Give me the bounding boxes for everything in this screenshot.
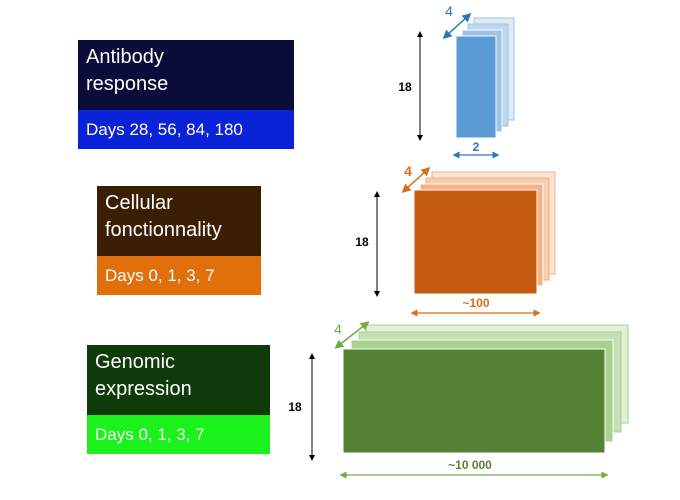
genomic-tensor: 18 ~10 000 4 — [288, 321, 629, 479]
genomic-title: Genomic expression — [87, 345, 270, 415]
antibody-days: Days 28, 56, 84, 180 — [78, 110, 294, 149]
cellular-depth-label: 4 — [404, 163, 412, 179]
cellular-title: Cellular fonctionnality — [97, 186, 261, 256]
antibody-panel: Antibody response Days 28, 56, 84, 180 — [78, 40, 294, 149]
cellular-panel: Cellular fonctionnality Days 0, 1, 3, 7 — [97, 186, 261, 295]
genomic-panel: Genomic expression Days 0, 1, 3, 7 — [87, 345, 270, 454]
cellular-height-label: 18 — [355, 235, 369, 249]
antibody-title-line2: response — [86, 73, 169, 95]
antibody-title-line1: Antibody — [86, 46, 164, 68]
antibody-height-label: 18 — [398, 80, 412, 94]
genomic-depth-label: 4 — [334, 321, 342, 337]
genomic-height-label: 18 — [288, 400, 302, 414]
antibody-width-label: 2 — [473, 140, 480, 154]
cellular-tensor: 18 ~100 4 — [355, 163, 556, 317]
antibody-front-face — [455, 35, 497, 139]
cellular-title-line2: fonctionnality — [105, 219, 222, 241]
cellular-width-label: ~100 — [462, 296, 489, 310]
antibody-depth-label: 4 — [445, 3, 453, 19]
cellular-days: Days 0, 1, 3, 7 — [97, 256, 261, 295]
antibody-depth-arrow — [442, 12, 472, 40]
cellular-title-line1: Cellular — [105, 192, 173, 214]
genomic-depth-arrow — [334, 321, 370, 349]
genomic-title-line1: Genomic — [95, 351, 176, 373]
cellular-depth-arrow — [401, 166, 431, 194]
genomic-days: Days 0, 1, 3, 7 — [87, 415, 270, 454]
genomic-width-label: ~10 000 — [448, 458, 492, 472]
antibody-tensor: 18 2 4 — [398, 3, 515, 159]
genomic-front-face — [342, 348, 606, 454]
antibody-title: Antibody response — [78, 40, 294, 110]
genomic-title-line2: expression — [95, 378, 192, 400]
cellular-front-face — [413, 189, 538, 295]
